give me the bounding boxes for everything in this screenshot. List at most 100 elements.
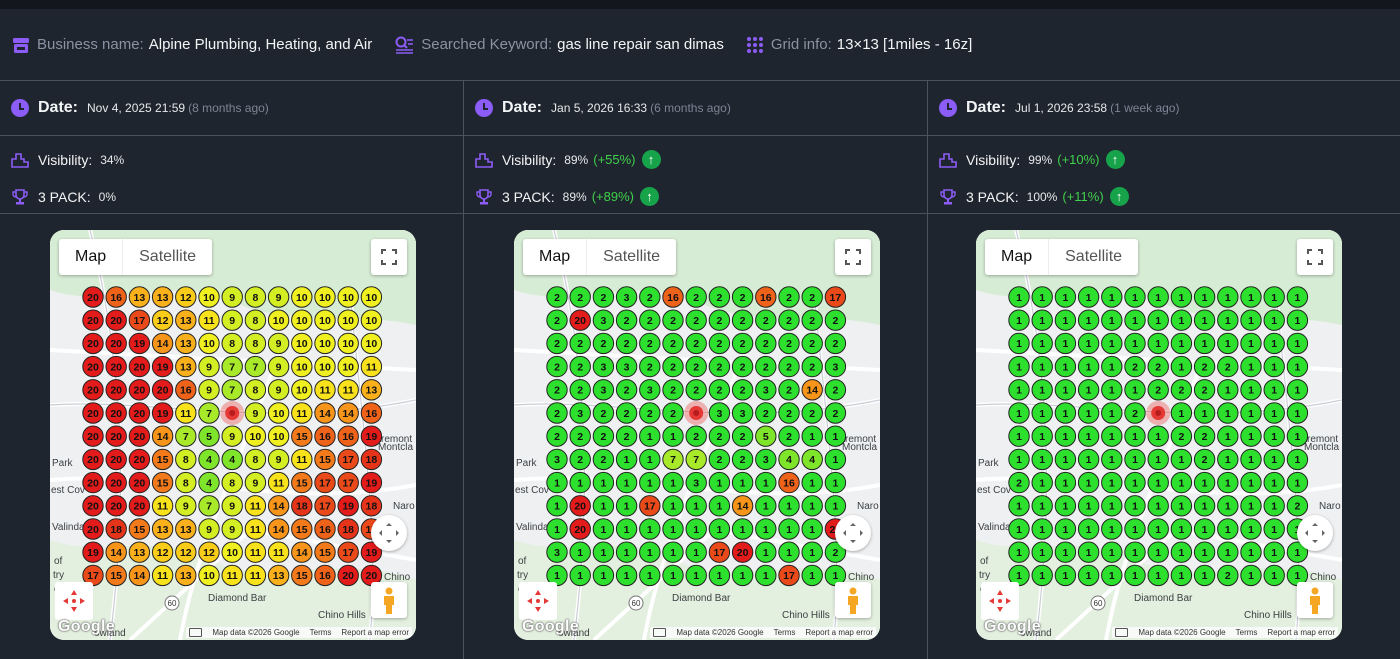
rank-marker[interactable]: 14	[128, 564, 151, 587]
rank-marker[interactable]: 9	[221, 286, 243, 308]
rank-marker[interactable]: 3	[546, 448, 568, 471]
rank-marker[interactable]: 19	[151, 355, 174, 378]
rank-marker[interactable]: 1	[1170, 402, 1193, 424]
rank-marker[interactable]: 1	[1054, 425, 1077, 447]
rank-marker[interactable]: 1	[1008, 309, 1030, 331]
rank-marker[interactable]: 8	[244, 309, 267, 331]
rank-marker[interactable]: 1	[639, 564, 661, 587]
rank-marker[interactable]: 2	[569, 332, 591, 355]
rank-marker[interactable]: 1	[1101, 355, 1123, 378]
rank-marker[interactable]: 16	[662, 286, 684, 308]
rank-marker[interactable]: 2	[615, 402, 638, 424]
rank-marker[interactable]: 2	[801, 286, 823, 308]
rank-marker[interactable]: 1	[1147, 448, 1169, 471]
rank-marker[interactable]: 2	[569, 286, 591, 308]
rank-marker[interactable]: 1	[1286, 286, 1309, 308]
rank-marker[interactable]: 1	[1031, 379, 1053, 401]
rank-marker[interactable]: 1	[1101, 425, 1123, 447]
rank-marker[interactable]: 1	[1286, 425, 1309, 447]
rank-marker[interactable]: 1	[824, 471, 847, 494]
rank-marker[interactable]: 1	[755, 518, 777, 540]
rank-marker[interactable]: 1	[1193, 564, 1216, 587]
rank-marker[interactable]: 16	[314, 564, 336, 587]
rank-marker[interactable]: 1	[708, 518, 731, 540]
rank-marker[interactable]: 1	[615, 448, 638, 471]
rank-marker[interactable]: 10	[291, 309, 313, 331]
rank-marker[interactable]: 9	[267, 355, 290, 378]
rank-marker[interactable]: 1	[1286, 379, 1309, 401]
rank-marker[interactable]: 13	[175, 518, 197, 540]
rank-marker[interactable]: 3	[755, 448, 777, 471]
rank-marker[interactable]: 2	[1286, 495, 1309, 517]
rank-marker[interactable]: 1	[1077, 518, 1100, 540]
rank-marker[interactable]: 1	[731, 564, 754, 587]
rank-marker[interactable]: 1	[1031, 518, 1053, 540]
rank-marker[interactable]: 1	[1286, 355, 1309, 378]
rank-marker[interactable]: 15	[291, 518, 313, 540]
rank-marker[interactable]: 19	[337, 495, 359, 517]
rank-marker[interactable]: 10	[291, 332, 313, 355]
rank-marker[interactable]: 17	[314, 471, 336, 494]
rank-marker[interactable]: 17	[337, 471, 359, 494]
rank-marker[interactable]: 20	[105, 471, 127, 494]
rank-marker[interactable]: 13	[128, 541, 151, 563]
rank-marker[interactable]: 1	[639, 471, 661, 494]
rank-marker[interactable]: 15	[151, 471, 174, 494]
rank-marker[interactable]: 14	[314, 402, 336, 424]
rank-marker[interactable]: 1	[1193, 286, 1216, 308]
rank-marker[interactable]: 1	[1263, 309, 1285, 331]
rank-marker[interactable]: 14	[337, 402, 359, 424]
rank-marker[interactable]: 1	[1077, 309, 1100, 331]
rank-marker[interactable]: 1	[801, 541, 823, 563]
rank-marker[interactable]: 2	[778, 402, 800, 424]
rank-marker[interactable]: 1	[1263, 332, 1285, 355]
rank-marker[interactable]: 2	[708, 355, 731, 378]
rank-marker[interactable]: 9	[198, 379, 220, 401]
rank-marker[interactable]: 1	[1031, 425, 1053, 447]
rank-marker[interactable]: 2	[1170, 425, 1193, 447]
rank-marker[interactable]: 4	[198, 471, 220, 494]
rank-marker[interactable]: 13	[175, 564, 197, 587]
rank-marker[interactable]: 1	[1240, 471, 1262, 494]
center-map-button[interactable]	[519, 582, 557, 620]
rank-marker[interactable]: 1	[1263, 471, 1285, 494]
rank-marker[interactable]: 14	[267, 495, 290, 517]
rank-marker[interactable]: 1	[662, 541, 684, 563]
rank-marker[interactable]: 20	[82, 355, 104, 378]
rank-marker[interactable]: 1	[1263, 286, 1285, 308]
rank-marker[interactable]: 1	[1147, 518, 1169, 540]
rank-marker[interactable]: 2	[685, 286, 707, 308]
rank-marker[interactable]: 14	[105, 541, 127, 563]
rank-marker[interactable]: 1	[1101, 541, 1123, 563]
rank-marker[interactable]: 2	[639, 332, 661, 355]
rank-marker[interactable]: 2	[569, 379, 591, 401]
rank-marker[interactable]: 2	[731, 332, 754, 355]
rank-marker[interactable]: 15	[128, 518, 151, 540]
rank-marker[interactable]: 7	[221, 355, 243, 378]
rank-marker[interactable]: 1	[1124, 541, 1146, 563]
rank-marker[interactable]: 1	[1240, 332, 1262, 355]
rank-marker[interactable]: 9	[198, 355, 220, 378]
rank-marker[interactable]: 8	[244, 379, 267, 401]
rank-marker[interactable]: 1	[1170, 541, 1193, 563]
rank-marker[interactable]: 2	[546, 332, 568, 355]
rank-marker[interactable]: 1	[1101, 448, 1123, 471]
rank-marker[interactable]: 1	[1077, 448, 1100, 471]
rank-marker[interactable]: 9	[221, 309, 243, 331]
center-map-button[interactable]	[55, 582, 93, 620]
rank-marker[interactable]: 1	[1217, 309, 1239, 331]
rank-marker[interactable]: 1	[1054, 564, 1077, 587]
rank-marker[interactable]: 11	[291, 448, 313, 471]
rank-marker[interactable]: 2	[731, 379, 754, 401]
rank-marker[interactable]: 10	[314, 332, 336, 355]
rank-marker[interactable]: 11	[267, 471, 290, 494]
rank-marker[interactable]: 17	[128, 309, 151, 331]
rank-marker[interactable]: 1	[778, 518, 800, 540]
rank-marker[interactable]: 11	[244, 518, 267, 540]
rank-marker[interactable]: 1	[1101, 286, 1123, 308]
rank-marker[interactable]: 1	[755, 495, 777, 517]
rank-marker[interactable]: 8	[175, 471, 197, 494]
rank-marker[interactable]: 1	[1008, 379, 1030, 401]
rank-marker[interactable]: 2	[639, 309, 661, 331]
rank-marker[interactable]: 1	[1124, 379, 1146, 401]
